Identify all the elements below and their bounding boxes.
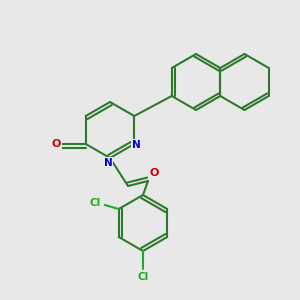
Text: O: O [51, 139, 61, 149]
Text: N: N [132, 140, 141, 150]
Text: O: O [149, 168, 159, 178]
Text: N: N [103, 158, 112, 168]
Text: Cl: Cl [89, 198, 100, 208]
Text: Cl: Cl [137, 272, 148, 282]
